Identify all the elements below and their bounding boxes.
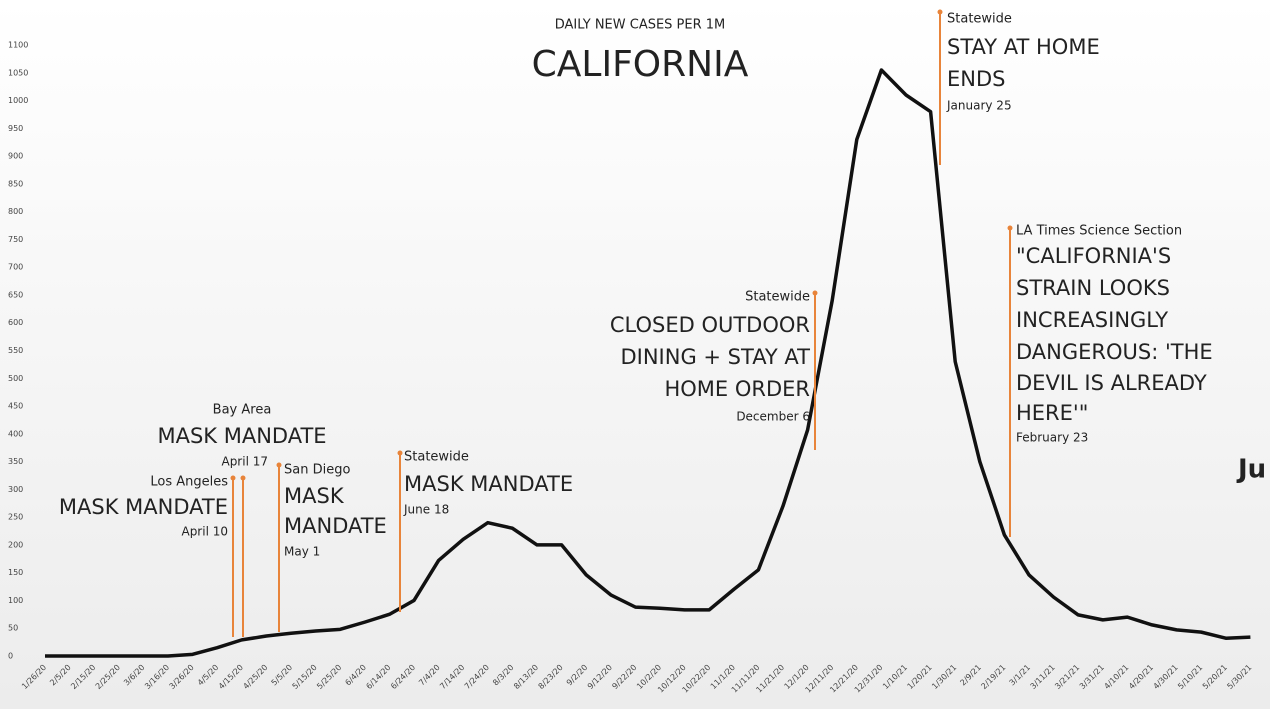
annotation-date: May 1 — [284, 545, 320, 559]
chart-title: CALIFORNIA — [532, 44, 749, 85]
annotation-dot — [937, 9, 943, 15]
annotation-headline: DANGEROUS: 'THE — [1016, 340, 1213, 364]
y-tick-label: 50 — [8, 624, 18, 633]
y-tick-label: 650 — [8, 290, 23, 299]
annotation-headline: MASK MANDATE — [59, 495, 228, 519]
annotation-headline: HOME ORDER — [664, 377, 810, 401]
annotation-dot — [812, 290, 818, 296]
annotation-headline: DINING + STAY AT — [620, 345, 810, 369]
annotation-headline: HERE'" — [1016, 401, 1088, 425]
y-tick-label: 250 — [8, 513, 23, 522]
y-tick-label: 1050 — [8, 68, 28, 77]
annotation-place: Bay Area — [213, 403, 272, 418]
annotation-headline: STRAIN LOOKS — [1016, 276, 1170, 300]
y-tick-label: 1100 — [8, 41, 28, 50]
annotation-date: February 23 — [1016, 431, 1088, 445]
y-tick-label: 550 — [8, 346, 23, 355]
cutoff-text: Ju — [1236, 455, 1266, 485]
y-tick-label: 950 — [8, 124, 23, 133]
y-tick-label: 850 — [8, 179, 23, 188]
annotation-date: June 18 — [403, 503, 449, 517]
y-tick-label: 150 — [8, 568, 23, 577]
annotation-dot — [240, 475, 246, 481]
annotation-date: April 10 — [181, 525, 228, 539]
annotation-date: January 25 — [946, 99, 1012, 113]
annotation-headline: INCREASINGLY — [1016, 308, 1168, 332]
annotation-place: Los Angeles — [150, 475, 228, 490]
annotation-headline: DEVIL IS ALREADY — [1016, 371, 1207, 395]
y-tick-label: 800 — [8, 207, 23, 216]
y-tick-label: 300 — [8, 485, 23, 494]
annotation-dot — [230, 475, 236, 481]
y-tick-label: 500 — [8, 374, 23, 383]
annotation-dot — [1007, 225, 1013, 231]
annotation-dot — [276, 462, 282, 468]
y-tick-label: 0 — [8, 652, 13, 661]
annotation-place: Statewide — [947, 12, 1012, 27]
y-tick-label: 200 — [8, 540, 23, 549]
y-tick-label: 700 — [8, 263, 23, 272]
annotation-headline: ENDS — [947, 67, 1005, 91]
annotation-headline: STAY AT HOME — [947, 35, 1100, 59]
annotation-date: December 6 — [736, 410, 810, 424]
y-tick-label: 450 — [8, 402, 23, 411]
y-tick-label: 750 — [8, 235, 23, 244]
annotation-place: LA Times Science Section — [1016, 224, 1182, 239]
chart-subtitle: DAILY NEW CASES PER 1M — [555, 18, 726, 33]
annotation-place: Statewide — [404, 450, 469, 465]
annotation-headline: MASK MANDATE — [157, 424, 326, 448]
line — [45, 68, 1251, 658]
y-tick-label: 350 — [8, 457, 23, 466]
y-tick-label: 600 — [8, 318, 23, 327]
y-tick-label: 1000 — [8, 96, 28, 105]
annotation-headline: MANDATE — [284, 514, 387, 538]
annotation-headline: MASK — [284, 484, 345, 508]
y-tick-label: 400 — [8, 429, 23, 438]
y-tick-label: 100 — [8, 596, 23, 605]
annotation-place: San Diego — [284, 463, 350, 478]
annotation-dot — [397, 450, 403, 456]
annotation-date: April 17 — [221, 455, 268, 469]
annotation-headline: "CALIFORNIA'S — [1016, 244, 1171, 268]
annotation-place: Statewide — [745, 290, 810, 305]
y-tick-label: 900 — [8, 152, 23, 161]
annotation-headline: MASK MANDATE — [404, 472, 573, 496]
annotation-headline: CLOSED OUTDOOR — [610, 313, 810, 337]
